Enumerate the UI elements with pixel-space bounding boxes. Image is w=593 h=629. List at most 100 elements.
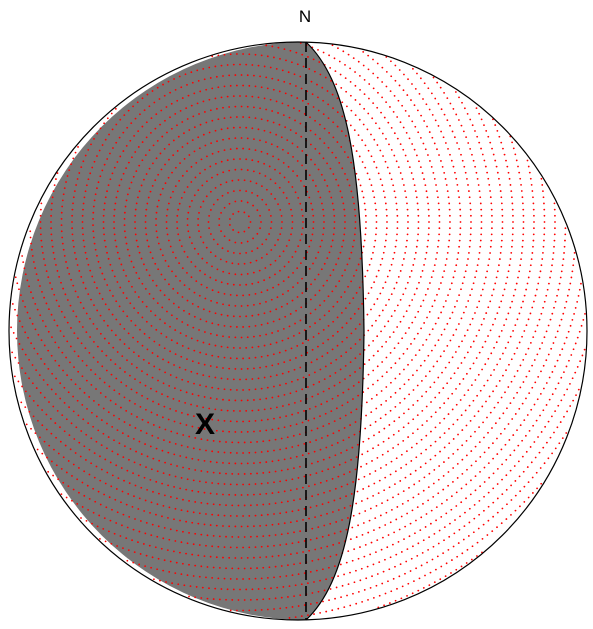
dot (99, 377, 101, 380)
dot (301, 421, 304, 424)
dot (332, 305, 335, 308)
dot (51, 202, 53, 205)
dot (476, 541, 479, 544)
dot (216, 301, 218, 304)
dot (353, 202, 355, 205)
dot (321, 503, 324, 506)
dot (111, 128, 114, 131)
dot (82, 418, 85, 421)
dot (240, 168, 243, 171)
dot (201, 586, 204, 589)
dot (456, 184, 459, 186)
dot (343, 427, 346, 429)
dot (486, 534, 489, 536)
dot (190, 370, 193, 373)
dot (385, 341, 387, 343)
dot (262, 566, 265, 569)
dot (412, 496, 415, 499)
dot (52, 251, 55, 254)
dot (573, 252, 576, 254)
dot (334, 597, 336, 600)
dot (169, 496, 172, 498)
dot (248, 84, 251, 87)
dot (563, 415, 565, 418)
dot (311, 559, 314, 562)
dot (303, 442, 306, 445)
dot (394, 565, 396, 568)
dot (259, 398, 261, 401)
dot (62, 481, 65, 484)
dot (331, 93, 334, 96)
dot (297, 411, 299, 414)
dot (181, 97, 184, 99)
dot (353, 208, 356, 211)
dot (111, 172, 114, 175)
dot (156, 470, 159, 473)
dot (277, 238, 279, 241)
dot (240, 74, 243, 76)
dot (253, 525, 255, 528)
dot (172, 251, 174, 254)
dot (115, 318, 118, 321)
dot (81, 326, 84, 328)
dot (355, 536, 358, 538)
dot (354, 214, 357, 217)
dot (103, 163, 106, 166)
dot (408, 327, 410, 329)
dot (155, 447, 158, 450)
dot (115, 522, 118, 524)
dot (301, 227, 304, 230)
dot (200, 158, 203, 161)
dot (310, 202, 313, 205)
dot (263, 97, 266, 100)
dot (499, 190, 502, 192)
dot (265, 524, 268, 527)
dot (135, 272, 138, 274)
dot (419, 275, 422, 278)
dot (96, 309, 99, 312)
dot (375, 166, 378, 169)
dot (551, 452, 553, 455)
dot (412, 178, 415, 180)
dot (376, 144, 379, 146)
dot (452, 438, 455, 440)
dot (398, 528, 401, 531)
dot (328, 132, 330, 134)
dot (426, 316, 428, 319)
dot (214, 408, 217, 411)
dot (384, 476, 387, 479)
dot (500, 196, 503, 199)
dot (143, 476, 146, 479)
dot (72, 310, 75, 312)
dot (370, 184, 373, 187)
dot (317, 251, 320, 254)
dot (413, 580, 415, 582)
dot (479, 196, 482, 199)
dot (217, 86, 220, 89)
dot (114, 403, 117, 406)
dot (217, 387, 220, 390)
dot (521, 245, 524, 248)
dot (540, 177, 543, 180)
dot (252, 271, 255, 274)
dot (242, 147, 245, 150)
dot (167, 361, 170, 364)
dot (295, 85, 297, 87)
dot (443, 432, 446, 435)
dot (557, 404, 560, 407)
dot (246, 430, 249, 433)
dot (28, 377, 30, 380)
dot (167, 176, 170, 179)
dot (333, 466, 335, 468)
dot (45, 413, 48, 416)
dot (134, 208, 137, 211)
dot (373, 303, 376, 306)
dot (459, 233, 462, 236)
dot (331, 477, 334, 480)
dot (335, 178, 337, 181)
dot (139, 405, 142, 408)
dot (114, 363, 117, 365)
dot (500, 448, 503, 451)
dot (447, 397, 450, 400)
dot (461, 458, 464, 461)
